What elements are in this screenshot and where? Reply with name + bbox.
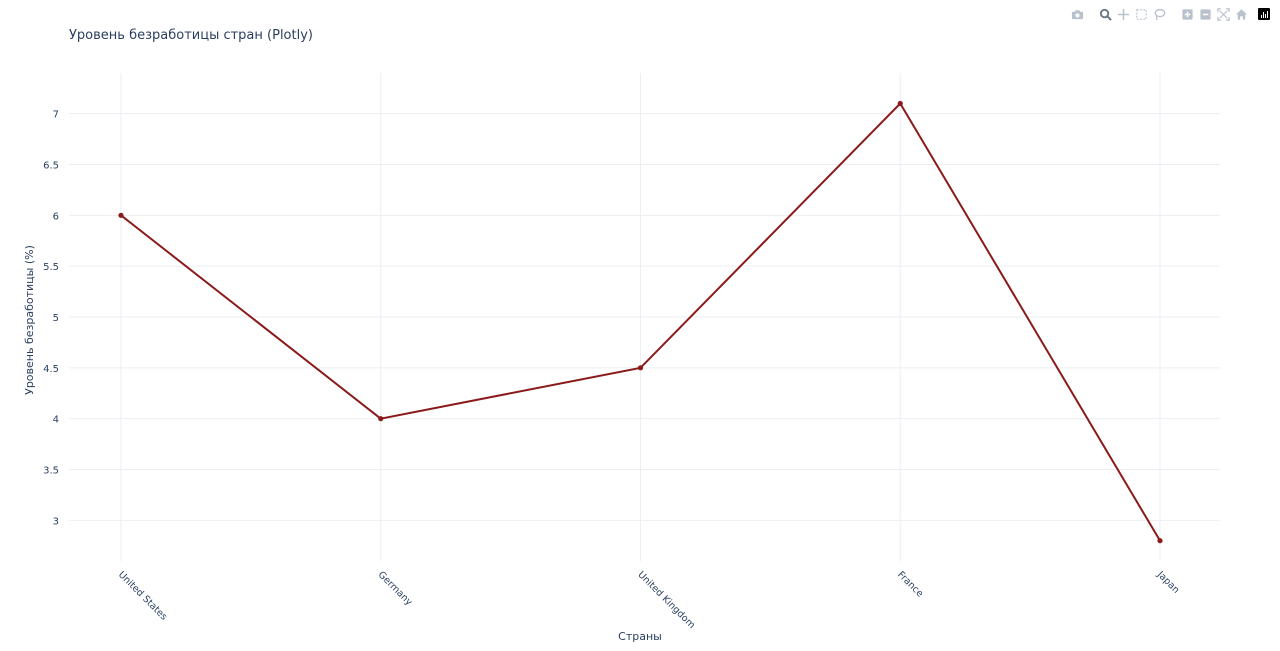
y-tick-label: 5: [53, 313, 59, 324]
y-axis-ticks: 3 3.5 4 4.5 5 5.5 6 6.5 7: [43, 110, 59, 528]
y-tick-label: 4.5: [43, 364, 59, 375]
x-axis-title: Страны: [618, 630, 662, 643]
y-tick-label: 5.5: [43, 262, 59, 273]
chart-title: Уровень безработицы стран (Plotly): [69, 28, 313, 43]
data-point[interactable]: [1157, 538, 1163, 544]
y-tick-label: 4: [53, 415, 59, 426]
pan-icon[interactable]: [1116, 7, 1130, 21]
series-layer[interactable]: [118, 100, 1163, 544]
grid-layer: [69, 73, 1220, 561]
autoscale-icon[interactable]: [1216, 7, 1230, 21]
y-tick-label: 6: [53, 211, 59, 222]
data-point[interactable]: [897, 100, 903, 107]
box-select-icon[interactable]: [1134, 7, 1148, 21]
lasso-icon[interactable]: [1152, 7, 1166, 21]
data-point[interactable]: [378, 416, 384, 422]
camera-icon[interactable]: [1070, 7, 1084, 21]
data-point[interactable]: [118, 212, 124, 218]
data-point[interactable]: [637, 365, 644, 371]
zoom-out-icon[interactable]: [1198, 7, 1212, 21]
plotly-logo-icon[interactable]: [1258, 8, 1270, 20]
x-tick-label: United Kingdom: [635, 569, 697, 631]
x-tick-label: Germany: [376, 569, 415, 608]
x-axis-ticks: United States Germany United Kingdom France…: [116, 569, 1182, 631]
y-axis-title: Уровень безработицы (%): [23, 245, 36, 395]
y-tick-label: 3.5: [43, 466, 59, 477]
x-tick-label: France: [895, 569, 925, 599]
y-tick-label: 7: [53, 110, 59, 121]
zoom-icon[interactable]: [1098, 7, 1112, 21]
x-tick-label: Japan: [1154, 569, 1181, 596]
y-tick-label: 6.5: [43, 161, 59, 172]
modebar: [1070, 6, 1270, 22]
zoom-in-icon[interactable]: [1180, 7, 1194, 21]
y-tick-label: 3: [53, 516, 59, 527]
x-tick-label: United States: [116, 569, 169, 622]
home-icon[interactable]: [1234, 7, 1248, 21]
